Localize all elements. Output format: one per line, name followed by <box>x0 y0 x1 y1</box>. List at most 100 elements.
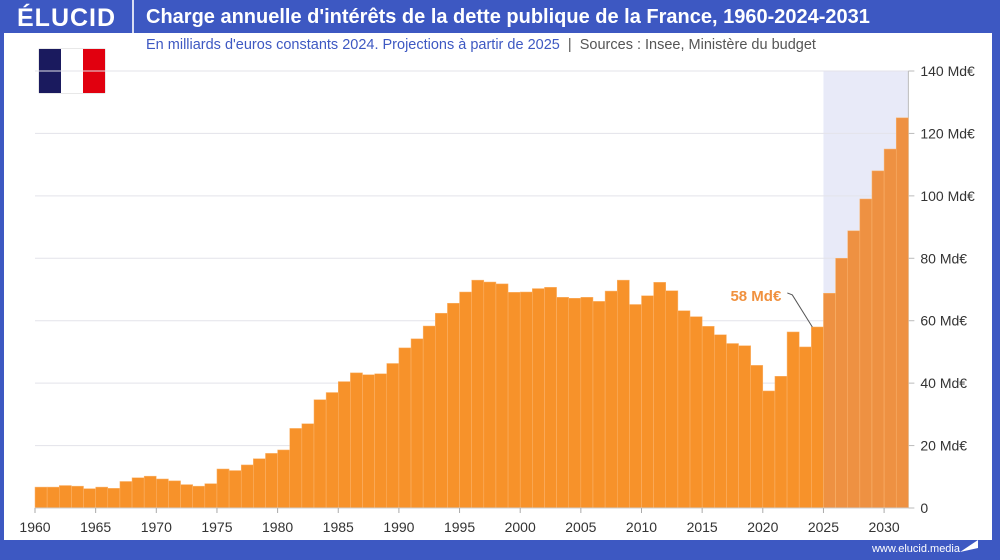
bar-1977 <box>240 464 254 509</box>
subtitle-main: En milliards d'euros constants 2024. Pro… <box>146 37 560 53</box>
x-tick-label: 1960 <box>19 519 50 535</box>
bar-1973 <box>192 485 206 509</box>
bar-2021 <box>774 376 788 509</box>
bar-1983 <box>313 399 327 509</box>
bar-2018 <box>738 345 751 509</box>
bar-1967 <box>119 481 133 509</box>
footer-url[interactable]: www.elucid.media <box>871 543 960 555</box>
bar-2014 <box>689 316 703 509</box>
bar-2004 <box>568 297 582 509</box>
bar-1972 <box>180 484 193 509</box>
chart-title: Charge annuelle d'intérêts de la dette p… <box>146 6 870 28</box>
bar-1964 <box>83 488 96 509</box>
header-divider <box>132 0 134 33</box>
x-tick-label: 1995 <box>444 519 475 535</box>
x-tick-label: 1985 <box>323 519 354 535</box>
bar-1985 <box>338 381 351 509</box>
bar-1993 <box>435 312 448 509</box>
bar-1969 <box>143 475 157 509</box>
bar-2028 <box>859 198 873 509</box>
y-tick-label: 120 Md€ <box>920 125 975 141</box>
bar-1990 <box>398 347 412 509</box>
y-tick-label: 60 Md€ <box>920 313 967 329</box>
bar-2027 <box>847 230 861 509</box>
bar-1975 <box>216 468 230 509</box>
y-tick-label: 140 Md€ <box>920 63 975 79</box>
elucid-logo: ÉLUCID <box>17 4 117 32</box>
y-tick-label: 80 Md€ <box>920 250 967 266</box>
bar-2003 <box>556 297 569 509</box>
subtitle-separator: | <box>567 37 572 53</box>
bar-1960 <box>34 486 48 509</box>
y-tick-label: 40 Md€ <box>920 375 967 391</box>
annotation-label: 58 Md€ <box>730 288 782 305</box>
bar-2012 <box>665 290 679 509</box>
bar-2020 <box>762 390 776 509</box>
bar-2016 <box>714 334 727 509</box>
x-tick-label: 2010 <box>626 519 657 535</box>
bar-1995 <box>459 291 472 509</box>
bar-2025 <box>823 292 836 509</box>
bar-1999 <box>507 292 521 509</box>
bar-2024 <box>811 326 824 509</box>
subtitle-sources: Sources : Insee, Ministère du budget <box>579 37 816 53</box>
bar-2031 <box>895 117 909 509</box>
bar-1992 <box>422 325 436 509</box>
bar-1988 <box>374 373 388 509</box>
bar-1994 <box>447 302 460 509</box>
bar-1963 <box>71 485 84 509</box>
bar-2000 <box>519 291 533 509</box>
elucid-flag-icon <box>960 540 978 552</box>
bar-1966 <box>107 488 121 509</box>
bar-2023 <box>798 346 812 509</box>
y-tick-label: 100 Md€ <box>920 188 975 204</box>
bar-2005 <box>580 297 594 509</box>
bar-1976 <box>228 470 242 509</box>
bar-2011 <box>653 282 667 509</box>
bar-1961 <box>46 486 60 509</box>
bar-2030 <box>883 148 897 509</box>
bar-1991 <box>410 338 424 509</box>
bar-1981 <box>289 428 303 509</box>
bar-2007 <box>604 290 618 509</box>
annotation-leader <box>787 292 813 328</box>
bar-2002 <box>544 287 557 509</box>
bar-1982 <box>301 423 315 509</box>
x-tick-label: 2030 <box>869 519 900 535</box>
x-tick-label: 1970 <box>141 519 172 535</box>
bar-2009 <box>629 304 642 509</box>
bar-2029 <box>871 170 885 509</box>
chart-subtitle: En milliards d'euros constants 2024. Pro… <box>146 37 816 53</box>
bar-1987 <box>362 374 375 509</box>
x-tick-label: 1980 <box>262 519 293 535</box>
bar-1984 <box>325 392 339 509</box>
bar-2006 <box>592 301 606 509</box>
bar-1978 <box>253 458 266 509</box>
bar-1970 <box>156 478 169 509</box>
bar-2019 <box>750 365 764 509</box>
bar-1989 <box>386 363 400 509</box>
bar-2017 <box>726 343 739 509</box>
bar-1965 <box>95 486 109 509</box>
x-tick-label: 1975 <box>201 519 232 535</box>
x-tick-label: 2015 <box>687 519 718 535</box>
bar-1980 <box>277 449 290 509</box>
bar-1968 <box>131 477 145 509</box>
x-tick-label: 2020 <box>747 519 778 535</box>
bar-1998 <box>495 283 509 509</box>
bar-1979 <box>265 453 278 509</box>
y-tick-label: 0 <box>920 500 928 516</box>
bar-1971 <box>168 480 181 509</box>
bar-1974 <box>204 483 218 509</box>
y-tick-label: 20 Md€ <box>920 438 967 454</box>
bar-2026 <box>835 258 848 509</box>
x-tick-label: 1965 <box>80 519 111 535</box>
bar-2001 <box>532 288 545 509</box>
bar-1996 <box>471 279 485 509</box>
x-tick-label: 2000 <box>505 519 536 535</box>
bar-1962 <box>59 485 72 509</box>
x-tick-label: 2025 <box>808 519 839 535</box>
x-tick-label: 1990 <box>383 519 414 535</box>
x-tick-label: 2005 <box>565 519 596 535</box>
